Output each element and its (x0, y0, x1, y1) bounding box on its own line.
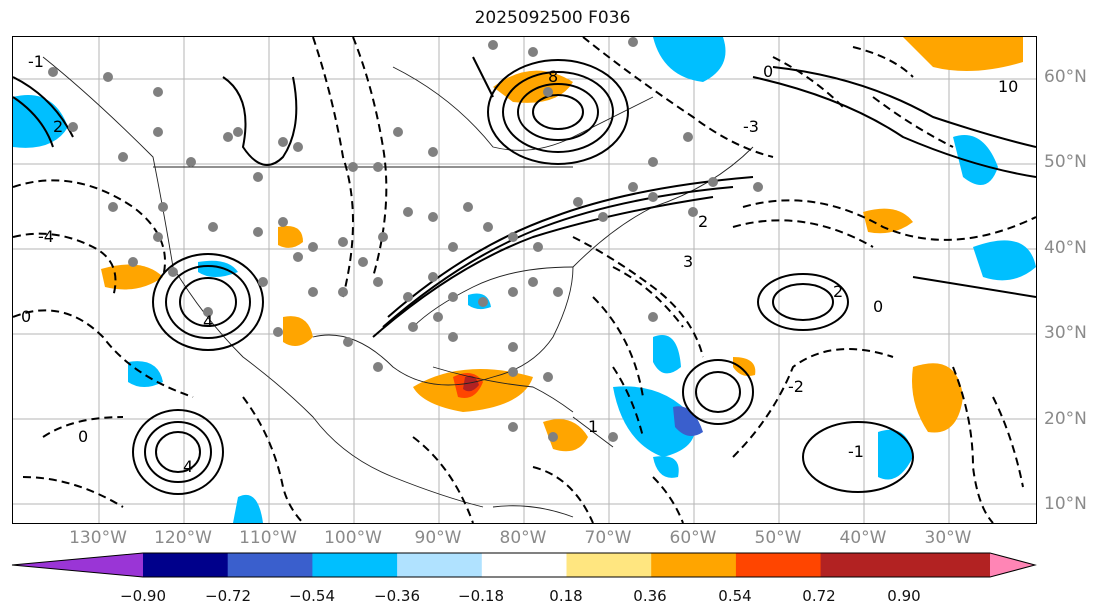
lon-label: 30°W (924, 528, 972, 548)
station-markers (48, 37, 763, 442)
colorbar-segments (12, 553, 1035, 577)
lat-label: 50°N (1044, 152, 1087, 172)
dashed-contours (13, 37, 1036, 523)
lat-label: 30°N (1044, 323, 1087, 343)
contour-label: 4 (203, 312, 213, 331)
lon-label: 90°W (414, 528, 462, 548)
colorbar-segment (397, 553, 483, 577)
colorbar-segment (735, 553, 822, 577)
colorbar-segment (481, 553, 567, 577)
colorbar-tick: 0.72 (802, 587, 836, 605)
colorbar-segment (905, 553, 990, 577)
contour-label: 0 (78, 427, 88, 446)
solid-contours (13, 56, 1036, 495)
colorbar-extend-high (990, 553, 1035, 577)
contour-label: 0 (763, 62, 773, 81)
contour-label: 4 (183, 457, 193, 476)
lon-label: 70°W (584, 528, 632, 548)
contour-label: 10 (998, 77, 1018, 96)
colorbar-segment (312, 553, 398, 577)
colorbar-segment (651, 553, 737, 577)
lon-label: 80°W (499, 528, 547, 548)
contour-label: 2 (53, 117, 63, 136)
colorbar-tick: −0.54 (289, 587, 335, 605)
colorbar-tick: −0.90 (120, 587, 166, 605)
colorbar-segment (143, 553, 229, 577)
contour-label: 2 (698, 212, 708, 231)
map-plot-area: -1 -4 0 2 4 8 10 4 3 2 0 -2 0 -1 -3 1 2 … (12, 36, 1037, 524)
contour-label: 0 (873, 297, 883, 316)
contour-label: 2 (833, 282, 843, 301)
colorbar-extend-low (12, 553, 143, 577)
gridlines (13, 37, 1036, 523)
lat-label: 10°N (1044, 494, 1087, 514)
lat-label: 60°N (1044, 67, 1087, 87)
colorbar-tick: 0.54 (718, 587, 752, 605)
lon-label: 40°W (839, 528, 887, 548)
contour-label: -1 (28, 52, 44, 71)
chart-title: 2025092500 F036 (474, 8, 631, 28)
lon-label: 60°W (669, 528, 717, 548)
lon-label: 100°W (324, 528, 382, 548)
contour-label: -1 (848, 442, 864, 461)
colorbar-segment (566, 553, 652, 577)
contour-label: -4 (38, 227, 54, 246)
colorbar-tick: 0.18 (549, 587, 583, 605)
lat-label: 20°N (1044, 409, 1087, 429)
contour-label: -3 (743, 117, 759, 136)
colorbar-tick: −0.36 (374, 587, 420, 605)
contour-label: 0 (21, 307, 31, 326)
contour-label: 1 (588, 417, 598, 436)
contour-label: 3 (683, 252, 693, 271)
colorbar-tick: 0.36 (633, 587, 667, 605)
colorbar-tick: −0.72 (205, 587, 251, 605)
shaded-anomalies (13, 37, 1036, 523)
contour-label: 8 (548, 67, 558, 86)
lon-label: 120°W (154, 528, 212, 548)
contour-labels: -1 -4 0 2 4 8 10 4 3 2 0 -2 0 -1 -3 1 2 … (21, 52, 1018, 476)
lat-label: 40°N (1044, 238, 1087, 258)
colorbar (11, 552, 1037, 578)
map-svg: -1 -4 0 2 4 8 10 4 3 2 0 -2 0 -1 -3 1 2 … (13, 37, 1036, 523)
contour-label: -2 (788, 377, 804, 396)
lon-label: 130°W (69, 528, 127, 548)
colorbar-tick: 0.90 (887, 587, 921, 605)
colorbar-segment (227, 553, 313, 577)
colorbar-tick: −0.18 (458, 587, 504, 605)
colorbar-segment (820, 553, 906, 577)
colorbar-outline (11, 552, 1037, 578)
lon-label: 110°W (239, 528, 297, 548)
lon-label: 50°W (754, 528, 802, 548)
